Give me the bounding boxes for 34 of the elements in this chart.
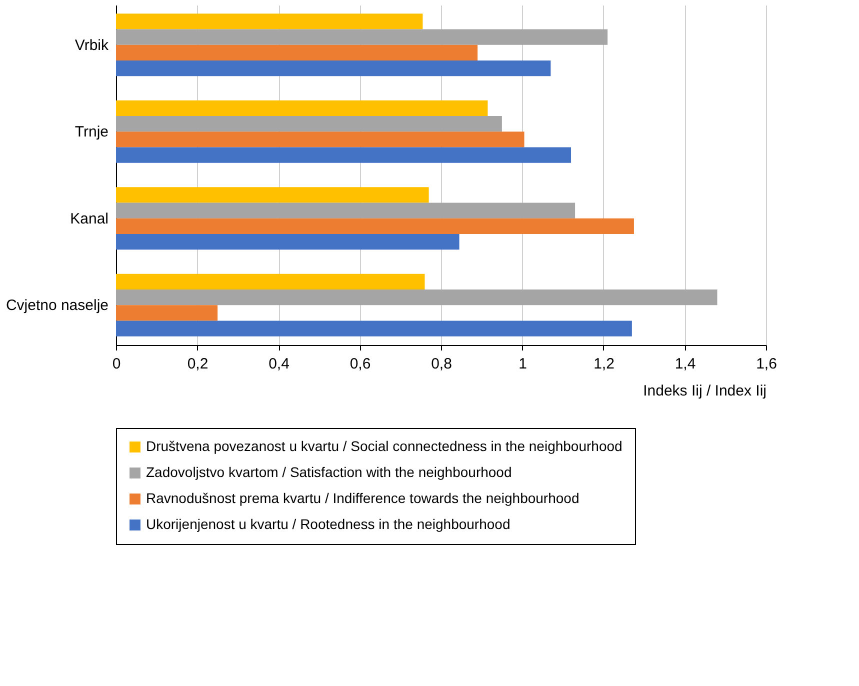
bar (116, 147, 571, 163)
bar (116, 218, 634, 234)
x-axis-title: Indeks Iij / Index Iij (643, 382, 766, 400)
legend-label: Zadovoljstvo kvartom / Satisfaction with the neighbourhood (146, 464, 512, 480)
y-tick-label: Vrbik (74, 36, 109, 54)
x-tick-label: 1 (518, 356, 527, 372)
x-tick-label: 0 (112, 356, 121, 372)
x-tick-label: 1,6 (756, 356, 777, 372)
bar (116, 320, 632, 336)
x-tick-label: 1,2 (594, 356, 614, 372)
bar (116, 100, 488, 116)
y-tick-label: Cvjetno naselje (6, 297, 108, 314)
bar (116, 234, 460, 250)
bar (116, 60, 551, 76)
bar (116, 305, 218, 321)
bar (116, 202, 576, 218)
bar (116, 289, 718, 306)
y-tick-label: Kanal (70, 210, 108, 228)
bar (116, 274, 425, 290)
x-tick-label: 0,8 (431, 356, 452, 372)
bar (116, 116, 502, 132)
x-tick-label: 0,2 (187, 356, 208, 372)
bar (116, 187, 429, 203)
x-tick-label: 0,4 (268, 356, 290, 372)
bar (116, 132, 524, 148)
bar (116, 29, 608, 45)
y-tick-label: Trnje (74, 124, 108, 141)
bar (116, 14, 423, 30)
legend-label: Društvena povezanost u kvartu / Social connectedness in the neighbourhood (146, 438, 622, 454)
x-tick-label: 1,4 (674, 356, 696, 372)
legend-label: Ravnodušnost prema kvartu / Indifference towards the neighbourhood (146, 490, 580, 506)
legend-label: Ukorijenjenost u kvartu / Rootedness in the neighbourhood (146, 516, 510, 532)
x-tick-label: 0,6 (350, 356, 371, 372)
bar (116, 44, 478, 61)
